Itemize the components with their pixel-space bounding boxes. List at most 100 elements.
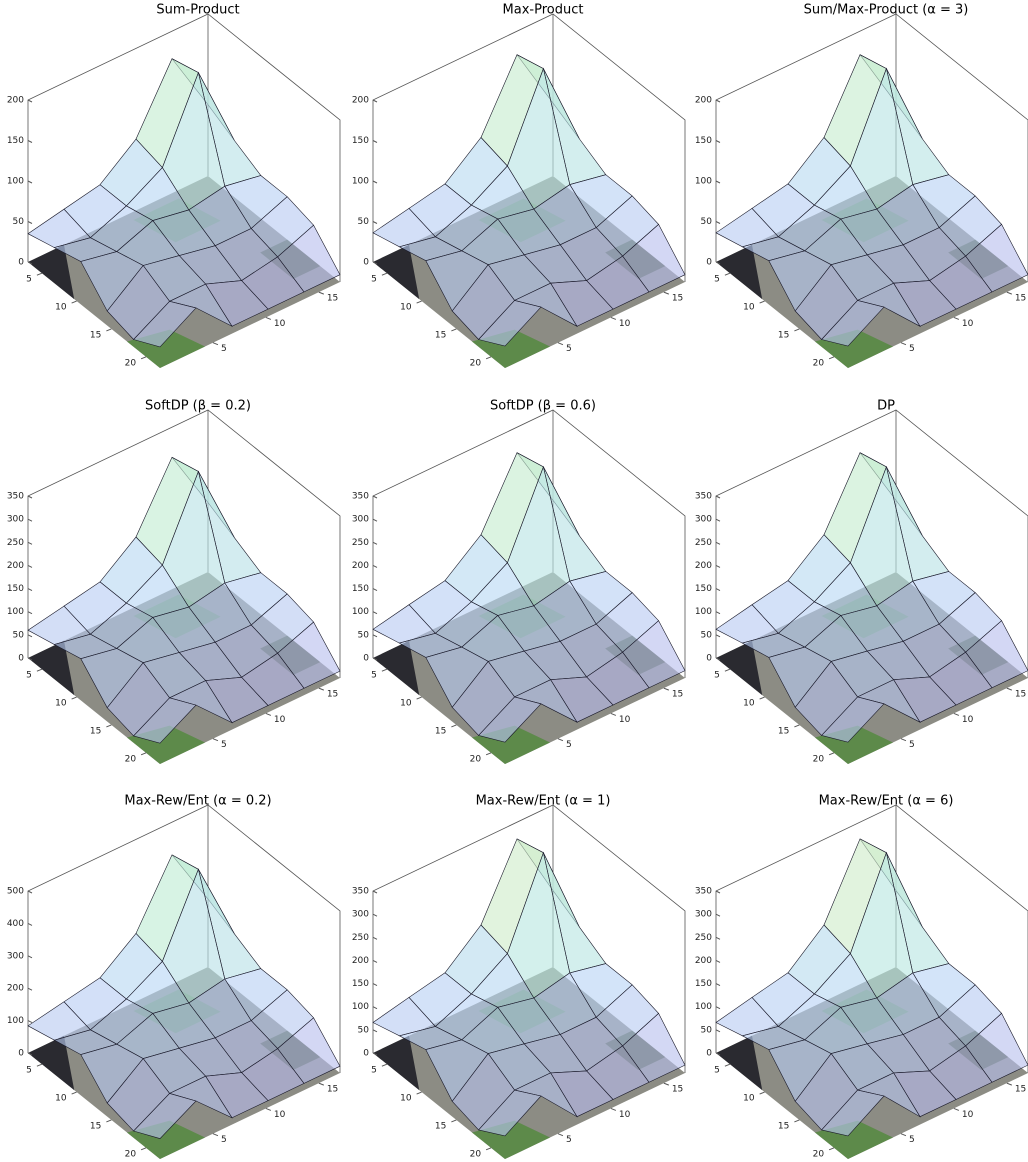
y-tick — [266, 317, 271, 319]
x-tick — [141, 753, 146, 755]
z-tick — [373, 100, 377, 102]
z-tick-label: 100 — [7, 177, 24, 187]
z-tick-label: 50 — [701, 630, 713, 640]
z-tick-label: 150 — [7, 136, 24, 146]
z-tick — [28, 181, 32, 183]
z-tick-label: 200 — [352, 956, 369, 966]
x-tick-label: 20 — [125, 1149, 137, 1159]
z-tick — [373, 612, 377, 614]
y-tick-label: 5 — [909, 1135, 915, 1145]
z-tick-label: 200 — [7, 96, 24, 106]
y-tick-label: 15 — [1015, 1085, 1026, 1095]
y-tick — [901, 739, 906, 741]
y-tick — [319, 1083, 324, 1085]
z-tick — [373, 937, 377, 939]
z-tick-label: 150 — [695, 584, 712, 594]
x-tick — [37, 273, 42, 275]
x-tick-label: 15 — [435, 1121, 446, 1131]
x-tick — [106, 1120, 111, 1122]
x-tick-label: 5 — [26, 275, 32, 285]
x-tick — [37, 1064, 42, 1066]
z-tick-label: 200 — [695, 561, 712, 571]
y-tick — [213, 739, 218, 741]
x-tick-label: 20 — [470, 358, 482, 368]
x-tick-label: 15 — [90, 330, 101, 340]
z-tick — [373, 635, 377, 637]
panel: Max-Rew/Ent (α = 6)050100150200250300350… — [695, 794, 1028, 1160]
z-tick — [716, 222, 720, 224]
z-tick-label: 250 — [352, 933, 369, 943]
x-tick-label: 15 — [778, 1121, 789, 1131]
z-tick-label: 200 — [7, 984, 24, 994]
x-tick-label: 5 — [26, 671, 32, 681]
x-tick-label: 5 — [371, 275, 377, 285]
x-tick — [725, 669, 730, 671]
y-tick-label: 5 — [221, 740, 227, 750]
z-tick — [373, 984, 377, 986]
z-tick — [28, 635, 32, 637]
z-tick — [716, 100, 720, 102]
x-tick — [760, 1092, 765, 1094]
z-tick-label: 100 — [695, 1002, 712, 1012]
y-tick-label: 10 — [274, 1110, 286, 1120]
z-tick — [373, 589, 377, 591]
x-tick — [725, 1064, 730, 1066]
x-tick — [106, 725, 111, 727]
z-tick-label: 100 — [695, 177, 712, 187]
x-tick-label: 15 — [778, 330, 789, 340]
x-tick — [829, 753, 834, 755]
x-tick — [760, 697, 765, 699]
chart-title: DP — [877, 399, 895, 414]
z-tick — [716, 612, 720, 614]
y-tick — [901, 1134, 906, 1136]
z-tick-label: 100 — [7, 1016, 24, 1026]
chart-title: Sum/Max-Product (α = 3) — [804, 3, 969, 18]
x-tick-label: 10 — [400, 303, 412, 313]
z-tick-label: 300 — [695, 515, 712, 525]
y-tick — [1007, 688, 1012, 690]
x-tick — [486, 753, 491, 755]
z-tick — [716, 937, 720, 939]
z-tick — [373, 141, 377, 143]
z-tick-label: 100 — [352, 177, 369, 187]
panel: Max-Rew/Ent (α = 1)050100150200250300350… — [352, 794, 685, 1160]
panel: Max-Product050100150200510152051015 — [352, 3, 685, 369]
x-tick — [141, 1148, 146, 1150]
z-tick — [373, 891, 377, 893]
z-tick-label: 300 — [352, 910, 369, 920]
x-tick — [417, 301, 422, 303]
z-tick-label: 250 — [695, 933, 712, 943]
z-tick-label: 0 — [706, 1049, 712, 1059]
z-tick-label: 0 — [363, 1049, 369, 1059]
panel: DP050100150200250300350510152051015 — [695, 399, 1028, 765]
z-tick-label: 50 — [701, 217, 713, 227]
z-tick-label: 150 — [695, 979, 712, 989]
x-tick-label: 20 — [813, 1149, 825, 1159]
x-tick — [829, 357, 834, 359]
panel: SoftDP (β = 0.2)050100150200250300350510… — [7, 399, 340, 765]
z-tick-label: 100 — [352, 607, 369, 617]
y-tick — [213, 1134, 218, 1136]
x-tick — [451, 1120, 456, 1122]
z-tick — [716, 565, 720, 567]
chart-title: Max-Rew/Ent (α = 1) — [476, 794, 611, 809]
z-tick-label: 300 — [7, 951, 24, 961]
z-tick — [373, 496, 377, 498]
y-tick — [611, 1108, 616, 1110]
x-tick-label: 10 — [743, 699, 755, 709]
y-tick-label: 5 — [221, 344, 227, 354]
z-tick-label: 0 — [18, 1049, 24, 1059]
x-tick-label: 5 — [371, 1066, 377, 1076]
y-tick-label: 5 — [566, 740, 572, 750]
z-tick-label: 150 — [7, 584, 24, 594]
chart-title: SoftDP (β = 0.6) — [490, 399, 596, 414]
z-tick-label: 150 — [695, 136, 712, 146]
y-tick — [558, 739, 563, 741]
z-tick-label: 300 — [695, 910, 712, 920]
z-tick — [716, 914, 720, 916]
z-tick-label: 200 — [695, 96, 712, 106]
z-tick — [373, 181, 377, 183]
y-tick-label: 15 — [672, 1085, 683, 1095]
x-tick-label: 5 — [26, 1066, 32, 1076]
y-tick-label: 10 — [619, 319, 631, 329]
